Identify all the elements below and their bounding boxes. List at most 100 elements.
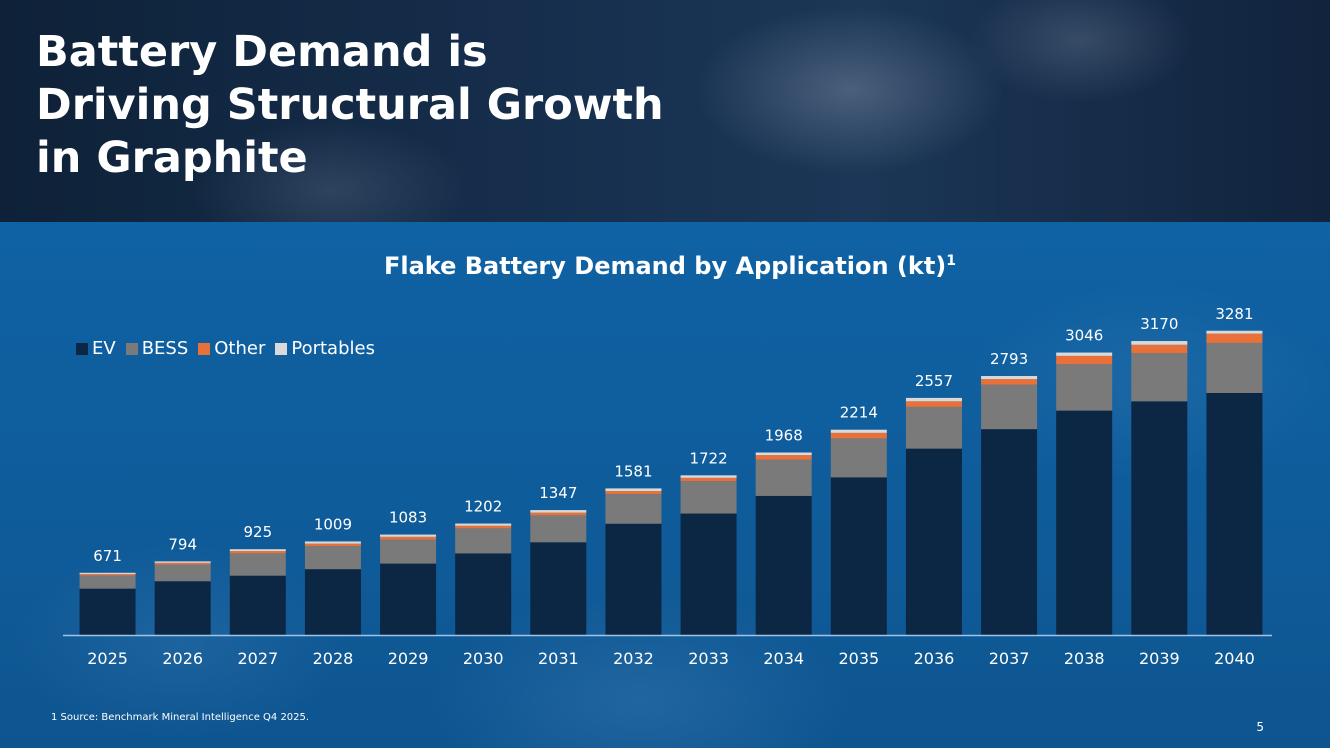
- legend-item-ev: EV: [76, 338, 116, 359]
- bar-portables-2039: [1131, 341, 1188, 345]
- legend-swatch-ev: [76, 342, 88, 355]
- bar-other-2039: [1131, 344, 1188, 354]
- legend-swatch-portables: [275, 342, 288, 355]
- bar-portables-2034: [755, 452, 812, 456]
- total-label-2038: 3046: [1065, 327, 1103, 345]
- bar-ev-2031: [530, 542, 587, 635]
- legend-swatch-other: [198, 342, 211, 355]
- legend-label-ev: EV: [92, 338, 116, 359]
- bar-other-2028: [304, 543, 361, 546]
- legend-item-other: Other: [198, 338, 265, 359]
- total-label-2035: 2214: [840, 404, 878, 422]
- chart-title-footnote-mark: 1: [946, 253, 957, 269]
- bar-bess-2032: [605, 494, 662, 524]
- bar-ev-2037: [981, 429, 1038, 635]
- legend-label-portables: Portables: [291, 338, 375, 359]
- bar-ev-2036: [905, 448, 962, 635]
- x-tick-label-2035: 2035: [838, 649, 879, 668]
- bar-portables-2028: [304, 541, 361, 544]
- bar-ev-2033: [680, 513, 737, 635]
- chart-title: Flake Battery Demand by Application (kt)…: [0, 252, 1330, 280]
- page-number: 5: [1256, 720, 1264, 734]
- bar-portables-2025: [79, 572, 136, 575]
- bar-ev-2029: [380, 563, 437, 635]
- slide-title: Battery Demand is Driving Structural Gro…: [36, 27, 664, 183]
- legend-item-portables: Portables: [275, 338, 375, 359]
- bar-ev-2038: [1056, 410, 1113, 635]
- x-tick-label-2031: 2031: [538, 649, 579, 668]
- bar-portables-2030: [455, 523, 512, 526]
- bar-ev-2025: [79, 588, 136, 635]
- total-label-2034: 1968: [765, 427, 803, 445]
- bar-bess-2034: [755, 459, 812, 496]
- chart-title-text: Flake Battery Demand by Application (kt): [383, 252, 947, 280]
- bar-bess-2031: [530, 515, 587, 543]
- total-label-2031: 1347: [539, 484, 577, 502]
- x-tick-label-2040: 2040: [1214, 649, 1255, 668]
- total-label-2029: 1083: [389, 509, 427, 527]
- bar-portables-2033: [680, 475, 737, 478]
- bar-bess-2036: [905, 406, 962, 449]
- bar-ev-2040: [1206, 392, 1263, 635]
- x-tick-label-2032: 2032: [613, 649, 654, 668]
- total-label-2040: 3281: [1215, 305, 1253, 323]
- x-tick-label-2036: 2036: [914, 649, 955, 668]
- bar-portables-2036: [905, 397, 962, 402]
- bar-portables-2031: [530, 510, 587, 513]
- bar-ev-2034: [755, 495, 812, 635]
- bar-other-2031: [530, 512, 587, 516]
- bar-other-2026: [154, 562, 211, 565]
- bar-portables-2037: [981, 376, 1038, 380]
- bar-other-2036: [905, 401, 962, 407]
- bar-portables-2035: [830, 429, 887, 433]
- bar-ev-2035: [830, 477, 887, 635]
- bar-bess-2037: [981, 384, 1038, 430]
- x-tick-label-2033: 2033: [688, 649, 729, 668]
- chart-legend: EV BESS Other Portables: [76, 338, 375, 359]
- bar-ev-2039: [1131, 401, 1188, 635]
- bar-portables-2032: [605, 488, 662, 492]
- bar-other-2030: [455, 525, 512, 529]
- x-tick-label-2028: 2028: [313, 649, 354, 668]
- total-label-2037: 2793: [990, 350, 1028, 368]
- bar-other-2032: [605, 491, 662, 495]
- bar-bess-2039: [1131, 353, 1188, 402]
- bar-other-2037: [981, 379, 1038, 385]
- total-label-2033: 1722: [689, 449, 727, 467]
- bar-bess-2038: [1056, 364, 1113, 411]
- x-tick-label-2026: 2026: [162, 649, 203, 668]
- bar-other-2033: [680, 477, 737, 482]
- x-tick-label-2025: 2025: [87, 649, 128, 668]
- bar-bess-2033: [680, 481, 737, 514]
- x-tick-label-2037: 2037: [989, 649, 1030, 668]
- bar-other-2035: [830, 432, 887, 439]
- total-label-2027: 925: [243, 523, 272, 541]
- legend-label-bess: BESS: [141, 338, 189, 359]
- x-tick-label-2034: 2034: [763, 649, 804, 668]
- x-tick-label-2029: 2029: [388, 649, 429, 668]
- x-tick-label-2030: 2030: [463, 649, 504, 668]
- bar-other-2034: [755, 455, 812, 460]
- bar-other-2029: [380, 536, 437, 540]
- total-label-2032: 1581: [614, 462, 652, 480]
- bar-ev-2028: [304, 569, 361, 635]
- bar-bess-2026: [154, 564, 211, 582]
- bar-bess-2035: [830, 438, 887, 478]
- bar-bess-2030: [455, 528, 512, 554]
- bar-bess-2029: [380, 539, 437, 564]
- legend-item-bess: BESS: [125, 338, 189, 359]
- bar-bess-2040: [1206, 342, 1263, 393]
- bar-portables-2029: [380, 534, 437, 537]
- bar-other-2025: [79, 574, 136, 576]
- total-label-2026: 794: [168, 535, 197, 553]
- header-banner: [0, 0, 1330, 222]
- total-label-2030: 1202: [464, 498, 502, 516]
- bar-portables-2026: [154, 561, 211, 563]
- total-label-2028: 1009: [314, 515, 352, 533]
- bar-portables-2038: [1056, 352, 1113, 356]
- legend-swatch-bess: [125, 342, 138, 355]
- bar-bess-2028: [304, 545, 361, 570]
- total-label-2025: 671: [93, 547, 122, 565]
- x-tick-label-2038: 2038: [1064, 649, 1105, 668]
